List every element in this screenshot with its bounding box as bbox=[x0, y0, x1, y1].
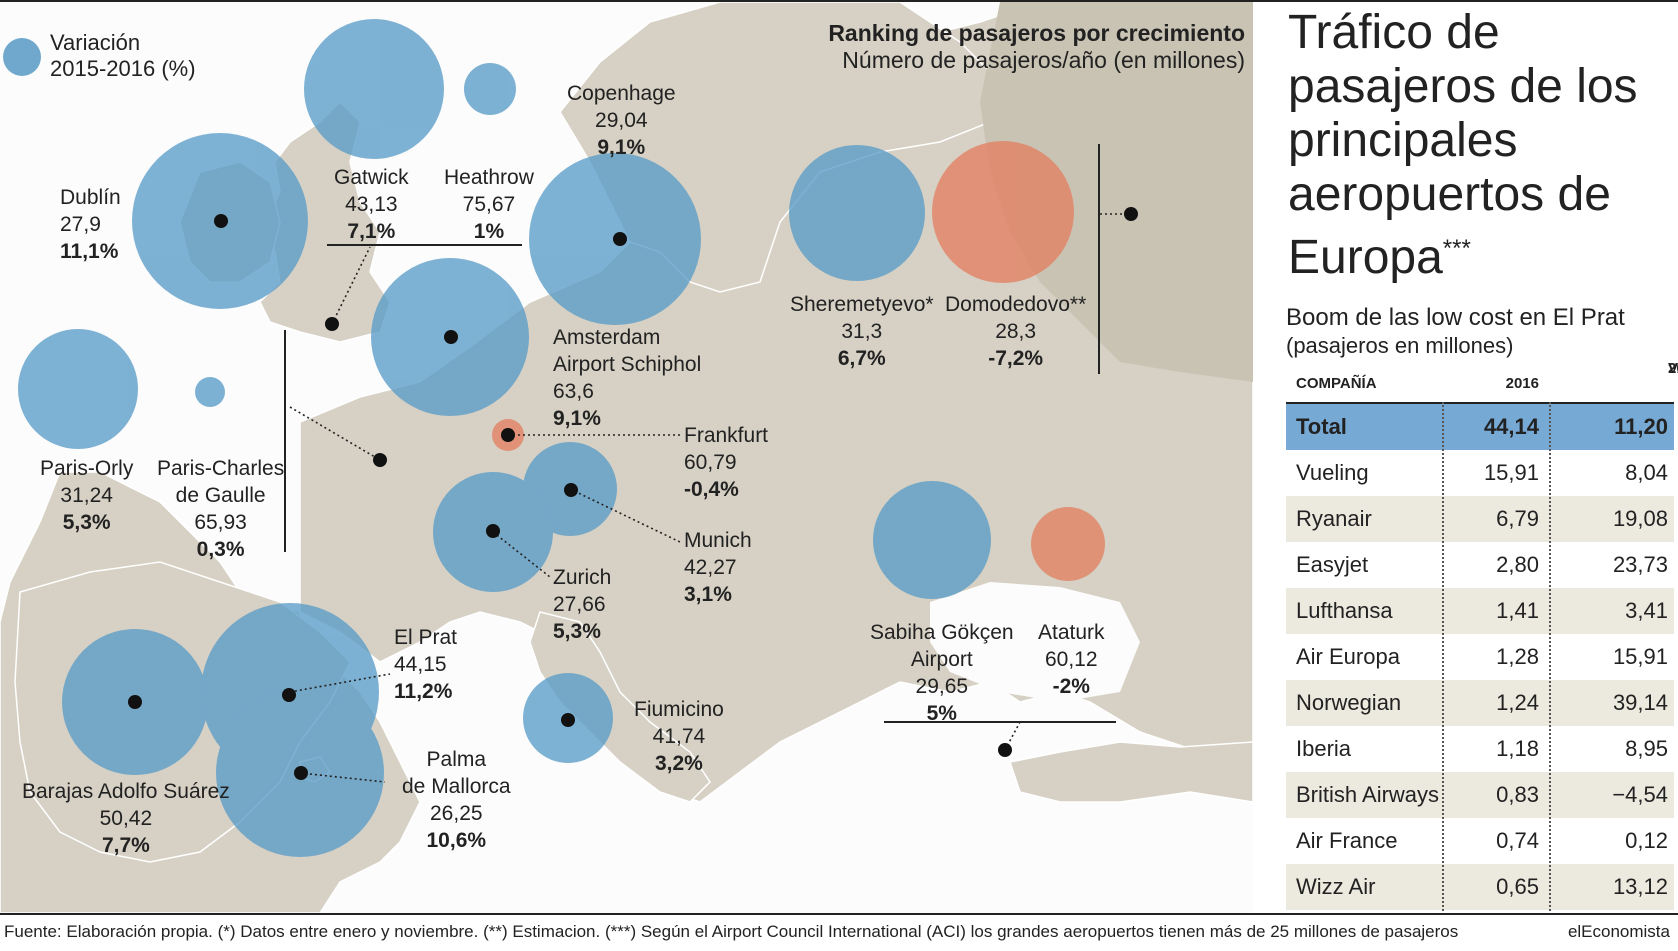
bubble-sheremetyevo bbox=[789, 145, 925, 281]
label-munich: Munich 42,27 3,1% bbox=[684, 529, 752, 606]
bubble-sabiha bbox=[873, 481, 991, 599]
legend-line1: Variación bbox=[50, 30, 141, 55]
label-amsterdam: Amsterdam Airport Schiphol 63,6 9,1% bbox=[553, 326, 702, 430]
label-gatwick: Gatwick 43,13 7,1% bbox=[334, 166, 409, 243]
table-row: Iberia 1,18 8,95 bbox=[1296, 736, 1668, 761]
label-copenhagen: Copenhage 29,04 9,1% bbox=[567, 82, 676, 159]
europe-map: Variación 2015-2016 (%) Ranking de pasaj… bbox=[0, 2, 1253, 913]
footer-source: Fuente: Elaboración propia. (*) Datos en… bbox=[4, 922, 1459, 941]
legend: Variación 2015-2016 (%) bbox=[50, 30, 196, 82]
page-title: Tráfico de pasajeros de los principales … bbox=[1288, 6, 1638, 284]
top-rule bbox=[0, 0, 1678, 2]
label-cdg: Paris-Charles de Gaulle 65,93 0,3% bbox=[157, 457, 285, 561]
label-dublin: Dublín 27,9 11,1% bbox=[60, 186, 121, 263]
table-row: Vueling 15,91 8,04 bbox=[1296, 460, 1668, 485]
table-divider-1 bbox=[1442, 402, 1444, 915]
group-rules bbox=[284, 144, 1116, 723]
bubble-heathrow bbox=[464, 63, 516, 115]
label-frankfurt: Frankfurt 60,79 -0,4% bbox=[684, 424, 769, 501]
leader-lines bbox=[289, 213, 1130, 783]
bubble-gatwick bbox=[304, 19, 444, 159]
location-dots bbox=[128, 207, 1138, 780]
ranking-heading: Ranking de pasajeros por crecimiento Núm… bbox=[828, 20, 1245, 74]
table-row: Air Europa 1,28 15,91 bbox=[1296, 644, 1668, 669]
table-title: Boom de las low cost en El Prat bbox=[1286, 304, 1625, 331]
table-row: Wizz Air 0,65 13,12 bbox=[1286, 864, 1674, 910]
table-row: British Airways 0,83 −4,54 bbox=[1286, 772, 1674, 818]
table-row-total: Total 44,14 11,20 bbox=[1286, 404, 1674, 450]
ranking-line2: Número de pasajeros/año (en millones) bbox=[842, 47, 1245, 73]
label-paris-orly: Paris-Orly 31,24 5,3% bbox=[40, 457, 134, 534]
label-palma: Palma de Mallorca 26,25 10,6% bbox=[402, 748, 511, 852]
label-sabiha: Sabiha Gökçen Airport 29,65 5% bbox=[870, 621, 1014, 725]
ranking-line1: Ranking de pasajeros por crecimiento bbox=[828, 20, 1245, 46]
table-body: Total 44,14 11,20 Vueling 15,91 8,04 Ryanair… bbox=[1286, 404, 1674, 910]
bubble-ataturk bbox=[1031, 507, 1105, 581]
label-zurich: Zurich 27,66 5,3% bbox=[553, 566, 612, 643]
airline-table: COMPAÑÍA 2016 VARIACIÓN2015-16 (%) Total… bbox=[1286, 360, 1678, 910]
table-row: Air France 0,74 0,12 bbox=[1296, 828, 1668, 853]
table-row: Easyjet 2,80 23,73 bbox=[1296, 552, 1668, 577]
label-el-prat: El Prat 44,15 11,2% bbox=[394, 626, 458, 703]
header-company: COMPAÑÍA bbox=[1296, 375, 1377, 392]
table-header: COMPAÑÍA 2016 VARIACIÓN2015-16 (%) bbox=[1286, 360, 1678, 404]
map-svg bbox=[0, 2, 1253, 913]
label-barajas: Barajas Adolfo Suárez 50,42 7,7% bbox=[22, 780, 230, 857]
bubble-cdg bbox=[195, 377, 225, 407]
land-russia bbox=[980, 2, 1253, 382]
title-asterisks: *** bbox=[1442, 235, 1471, 262]
label-ataturk: Ataturk 60,12 -2% bbox=[1038, 621, 1105, 698]
table-divider-2 bbox=[1549, 402, 1551, 915]
label-fiumicino: Fiumicino 41,74 3,2% bbox=[634, 698, 724, 775]
header-year: 2016 bbox=[1505, 375, 1539, 392]
label-domodedovo: Domodedovo** 28,3 -7,2% bbox=[945, 293, 1087, 370]
label-sheremetyevo: Sheremetyevo* 31,3 6,7% bbox=[790, 293, 934, 370]
table-row: Ryanair 6,79 19,08 bbox=[1286, 496, 1674, 542]
table-note: (pasajeros en millones) bbox=[1286, 333, 1514, 358]
brand-logo-text: elEconomista bbox=[1567, 922, 1670, 941]
land-turkey bbox=[1009, 741, 1253, 803]
bubble-paris-orly bbox=[18, 329, 138, 449]
footer-rule bbox=[0, 913, 1678, 915]
legend-circle bbox=[3, 38, 41, 76]
label-heathrow: Heathrow 75,67 1% bbox=[444, 166, 534, 243]
table-row: Lufthansa 1,41 3,41 bbox=[1286, 588, 1674, 634]
side-panel: Tráfico de pasajeros de los principales … bbox=[1253, 2, 1678, 915]
bubble-domodedovo bbox=[932, 141, 1074, 283]
legend-line2: 2015-2016 (%) bbox=[50, 56, 196, 81]
table-row: Norwegian 1,24 39,14 bbox=[1286, 680, 1674, 726]
black-sea bbox=[930, 582, 1140, 702]
